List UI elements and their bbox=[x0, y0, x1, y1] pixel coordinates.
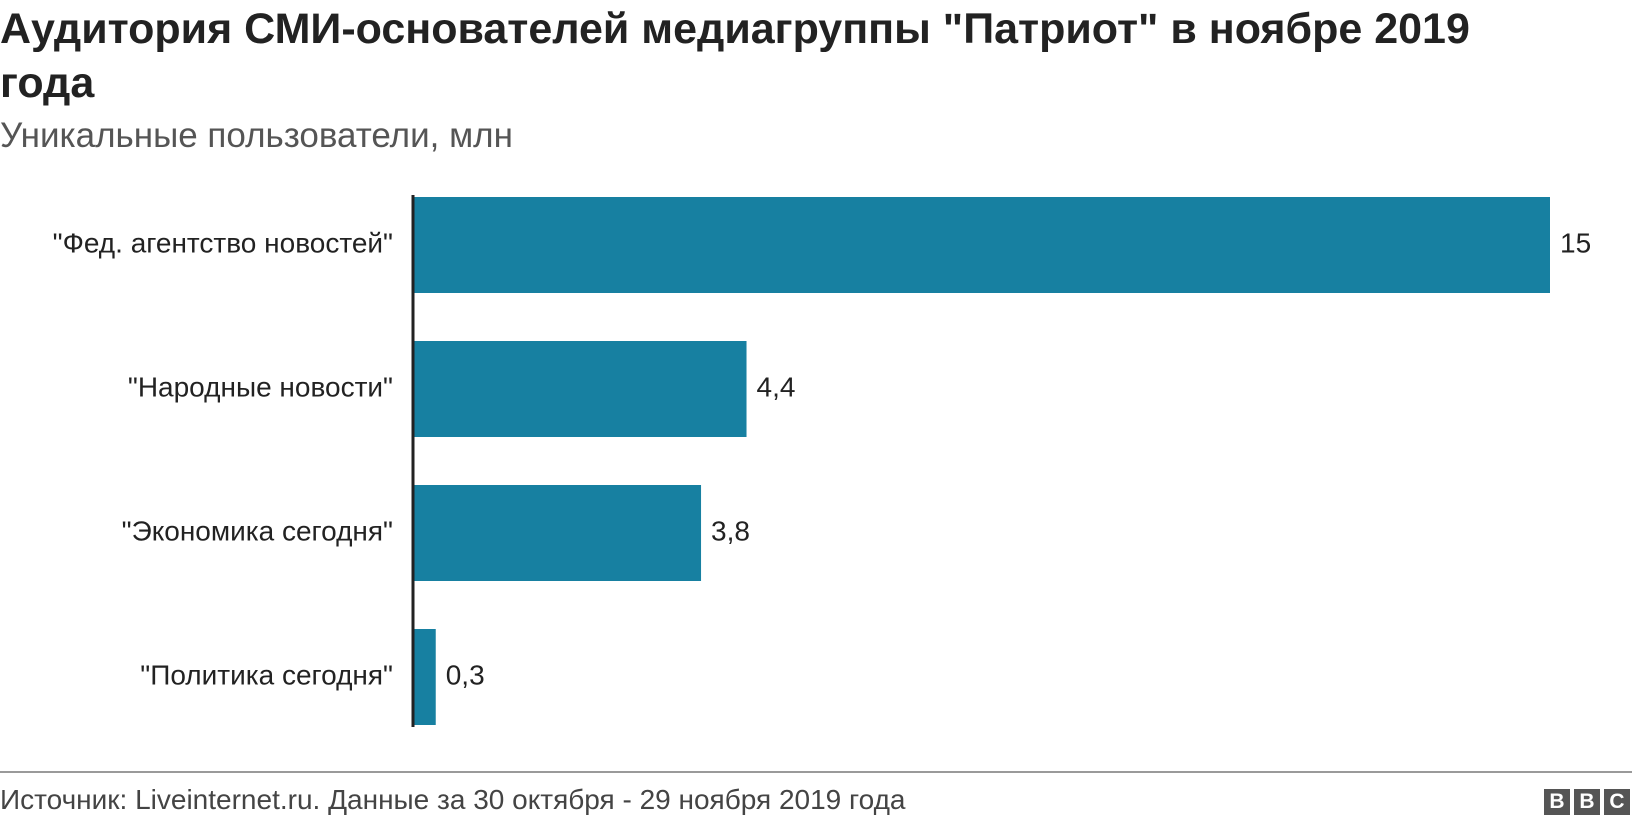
bar-3 bbox=[413, 485, 702, 581]
value-label-2: 4,4 bbox=[757, 371, 796, 402]
bar-2 bbox=[413, 341, 747, 437]
bbc-logo-letter-1: B bbox=[1544, 789, 1570, 815]
category-label-2: "Народные новости" bbox=[128, 371, 393, 402]
bar-chart: "Фед. агентство новостей" 15 "Народные нов… bbox=[53, 195, 1591, 727]
bbc-logo-letter-2: B bbox=[1574, 789, 1600, 815]
category-label-4: "Политика сегодня" bbox=[140, 659, 393, 690]
chart-subtitle: Уникальные пользователи, млн bbox=[0, 116, 513, 155]
source-note: Источник: Liveinternet.ru. Данные за 30 … bbox=[0, 784, 906, 815]
bar-4 bbox=[413, 629, 436, 725]
category-label-1: "Фед. агентство новостей" bbox=[53, 227, 393, 258]
chart-title: Аудитория СМИ-основателей медиагруппы "П… bbox=[0, 5, 1470, 107]
footer-divider bbox=[0, 771, 1632, 773]
category-label-3: "Экономика сегодня" bbox=[122, 515, 393, 546]
value-label-1: 15 bbox=[1560, 227, 1591, 258]
value-label-3: 3,8 bbox=[711, 515, 750, 546]
bar-1 bbox=[413, 197, 1550, 293]
value-label-4: 0,3 bbox=[446, 659, 485, 690]
bbc-logo-letter-3: C bbox=[1604, 789, 1630, 815]
bbc-logo: B B C bbox=[1544, 789, 1630, 815]
